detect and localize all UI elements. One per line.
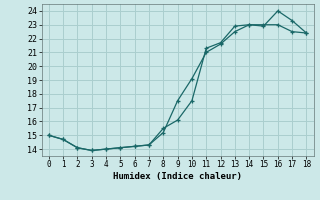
X-axis label: Humidex (Indice chaleur): Humidex (Indice chaleur)	[113, 172, 242, 181]
